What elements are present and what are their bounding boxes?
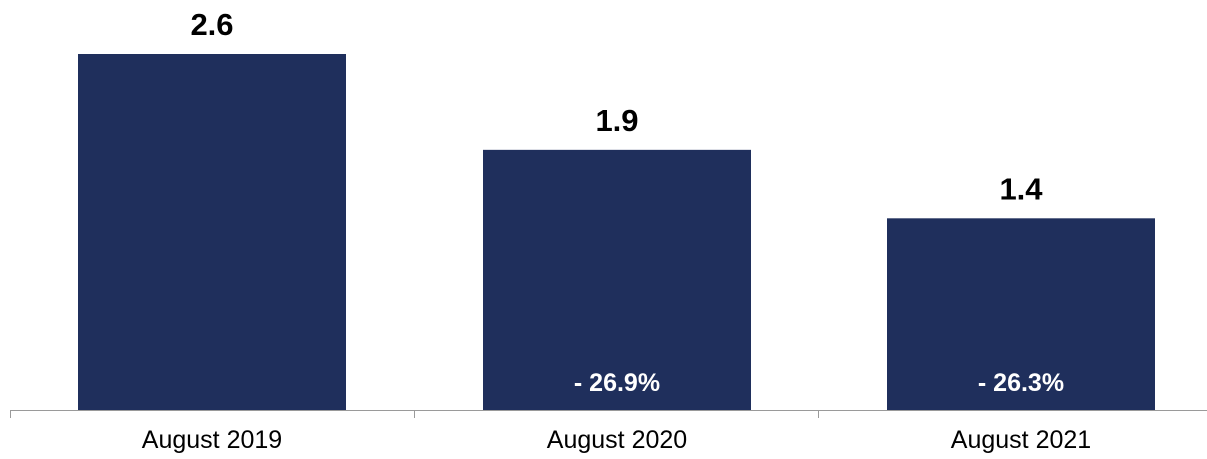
bar-3: [887, 218, 1155, 410]
change-label-3: - 26.3%: [978, 369, 1064, 397]
value-label-3: 1.4: [999, 171, 1043, 206]
value-label-2: 1.9: [595, 103, 638, 138]
value-label-1: 2.6: [190, 7, 233, 42]
bar-1: [78, 54, 346, 410]
x-axis: August 2019 August 2020 August 2021: [10, 410, 1207, 454]
x-tick-label-1: August 2019: [142, 426, 282, 454]
bars-layer: [78, 54, 1155, 410]
change-label-2: - 26.9%: [574, 369, 660, 397]
x-tick-label-3: August 2021: [951, 426, 1091, 454]
bar-2: [483, 149, 751, 410]
x-tick-label-2: August 2020: [547, 426, 687, 454]
labels-layer: 2.6 1.9 - 26.9% 1.4 - 26.3%: [190, 7, 1064, 397]
